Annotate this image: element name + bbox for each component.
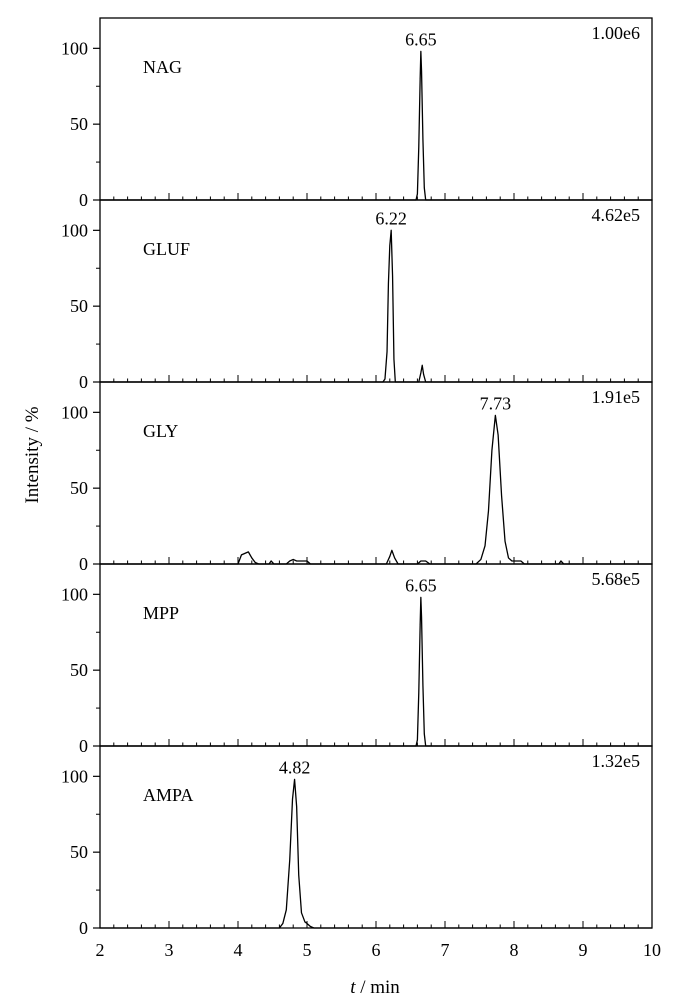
- y-tick-label: 0: [79, 918, 88, 938]
- x-tick-label: 4: [234, 940, 243, 960]
- panel-frame: [99, 563, 653, 747]
- intensity-scale-label: 4.62e5: [592, 205, 641, 225]
- x-tick-label: 9: [579, 940, 588, 960]
- chromatogram-trace-ampa: [100, 778, 652, 929]
- panel-frame: [99, 17, 653, 201]
- x-tick-label: 6: [372, 940, 381, 960]
- x-tick-label: 8: [510, 940, 519, 960]
- peak-time-label: 6.65: [405, 575, 437, 595]
- x-axis-label: t / min: [350, 977, 400, 998]
- chromatogram-trace-mpp: [100, 596, 652, 747]
- x-axis: 2 3 4 5 6 7 8 9 10: [96, 940, 662, 960]
- y-tick-label: 0: [79, 736, 88, 756]
- y-tick-label: 50: [70, 660, 88, 680]
- chromatogram-trace-gluf: [100, 229, 652, 383]
- chromatogram-trace-nag: [100, 50, 652, 201]
- chromatogram-trace-gly: [100, 414, 652, 565]
- intensity-scale-label: 1.00e6: [592, 23, 641, 43]
- compound-label: MPP: [143, 603, 179, 623]
- panel-gluf: 0 50 100 GLUF 4.62e5 6.22: [61, 199, 653, 392]
- y-tick-label: 50: [70, 114, 88, 134]
- panel-ampa: 0 50 100 AMPA 1.32e5 4.82: [61, 745, 653, 938]
- y-tick-label: 100: [61, 766, 88, 786]
- y-axis-label: Intensity / %: [22, 406, 43, 503]
- y-tick-label: 100: [61, 584, 88, 604]
- y-tick-label: 100: [61, 402, 88, 422]
- compound-label: GLY: [143, 421, 178, 441]
- y-tick-label: 100: [61, 38, 88, 58]
- intensity-scale-label: 1.32e5: [592, 751, 641, 771]
- panel-mpp: 0 50 100 MPP 5.68e5 6.65: [61, 563, 653, 756]
- x-tick-label: 5: [303, 940, 312, 960]
- y-tick-label: 50: [70, 296, 88, 316]
- x-axis-label-unit: / min: [355, 977, 400, 998]
- y-tick-label: 100: [61, 220, 88, 240]
- y-tick-label: 0: [79, 190, 88, 210]
- intensity-scale-label: 5.68e5: [592, 569, 641, 589]
- chart-panels: 050100NAG1.00e66.65050100GLUF4.62e56.220…: [61, 17, 653, 938]
- intensity-scale-label: 1.91e5: [592, 387, 641, 407]
- compound-label: NAG: [143, 57, 182, 77]
- y-tick-label: 50: [70, 478, 88, 498]
- x-tick-label: 10: [643, 940, 661, 960]
- x-tick-label: 2: [96, 940, 105, 960]
- y-tick-label: 0: [79, 554, 88, 574]
- y-tick-label: 0: [79, 372, 88, 392]
- panel-frame: [99, 381, 653, 565]
- compound-label: AMPA: [143, 785, 193, 805]
- x-tick-label: 7: [441, 940, 450, 960]
- peak-time-label: 7.73: [480, 393, 512, 413]
- x-axis-label-symbol: t: [350, 977, 356, 998]
- peak-time-label: 6.65: [405, 29, 437, 49]
- peak-time-label: 4.82: [279, 757, 311, 777]
- x-tick-label: 3: [165, 940, 174, 960]
- panel-nag: 0 50 100 NAG 1.00e6 6.65: [61, 17, 653, 210]
- panel-gly: 0 50 100 GLY 1.91e5 7.73: [61, 381, 653, 574]
- compound-label: GLUF: [143, 239, 190, 259]
- panel-frame: [99, 745, 653, 929]
- peak-time-label: 6.22: [375, 208, 407, 228]
- y-tick-label: 50: [70, 842, 88, 862]
